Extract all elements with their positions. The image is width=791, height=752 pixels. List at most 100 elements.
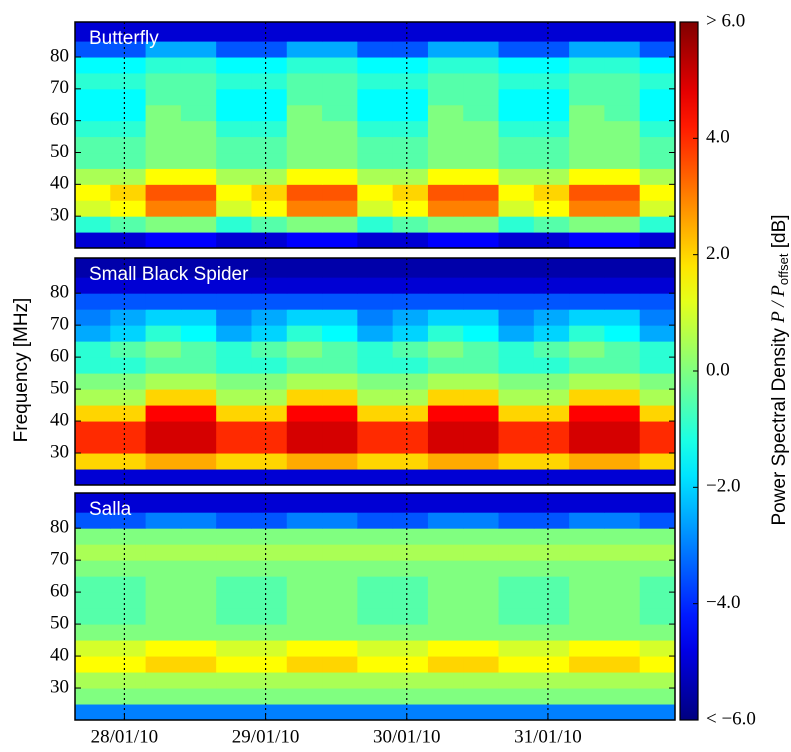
heatmap-cell xyxy=(322,528,358,545)
heatmap-cell xyxy=(392,184,429,201)
plot-frame xyxy=(74,21,676,249)
heatmap-cell xyxy=(639,309,676,326)
heatmap-cell xyxy=(569,152,605,169)
heatmap-cell xyxy=(75,325,111,342)
heatmap-cell xyxy=(463,309,500,326)
y-tick-label: 40 xyxy=(50,173,69,194)
heatmap-cell xyxy=(427,576,464,593)
heatmap-cell xyxy=(357,528,394,545)
heatmap-cell xyxy=(251,258,288,278)
heatmap-cell xyxy=(251,576,288,593)
heatmap-cell xyxy=(322,341,358,358)
heatmap-cell xyxy=(533,592,570,609)
heatmap-cell xyxy=(463,405,500,422)
heatmap-cell xyxy=(286,493,323,513)
heatmap-cell xyxy=(322,200,358,217)
heatmap-cell xyxy=(357,200,394,217)
heatmap-cell xyxy=(357,341,394,358)
heatmap-cell xyxy=(145,624,182,641)
heatmap-cell xyxy=(604,136,641,154)
heatmap-cell xyxy=(286,325,323,342)
heatmap-cell xyxy=(322,104,358,122)
x-tick-label: 29/01/10 xyxy=(232,726,300,747)
heatmap-cell xyxy=(180,325,217,342)
heatmap-cell xyxy=(286,592,323,609)
heatmap-cell xyxy=(110,152,147,169)
heatmap-cell xyxy=(463,357,500,374)
heatmap-cell xyxy=(639,421,676,438)
heatmap-cell xyxy=(145,592,182,609)
heatmap-cell xyxy=(498,216,535,233)
heatmap-cell xyxy=(180,373,217,390)
heatmap-cell xyxy=(639,405,676,422)
heatmap-cell xyxy=(533,373,570,390)
heatmap-cell xyxy=(145,72,182,90)
heatmap-cell xyxy=(392,104,429,122)
heatmap-cell xyxy=(533,325,570,342)
heatmap-cell xyxy=(427,325,464,342)
heatmap-cell xyxy=(216,216,252,233)
heatmap-cell xyxy=(533,640,570,657)
heatmap-cell xyxy=(75,184,111,201)
heatmap-cell xyxy=(286,405,323,422)
heatmap-cell xyxy=(216,22,252,42)
heatmap-cell xyxy=(639,624,676,641)
heatmap-cell xyxy=(498,373,535,390)
heatmap-cell xyxy=(427,168,464,185)
heatmap-cell xyxy=(322,405,358,422)
heatmap-cell xyxy=(357,576,394,593)
heatmap-cell xyxy=(427,453,464,470)
heatmap-cell xyxy=(392,688,429,705)
heatmap-cell xyxy=(216,309,252,326)
heatmap-cell xyxy=(110,608,147,625)
heatmap-cell xyxy=(322,72,358,90)
heatmap-cell xyxy=(145,389,182,406)
heatmap-cell xyxy=(286,293,323,310)
heatmap-cell xyxy=(286,41,323,58)
heatmap-cell xyxy=(427,184,464,201)
heatmap-cell xyxy=(286,216,323,233)
heatmap-cell xyxy=(569,493,605,513)
heatmap-cell xyxy=(110,136,147,154)
heatmap-cell xyxy=(498,704,535,721)
heatmap-cell xyxy=(286,22,323,42)
heatmap-cell xyxy=(357,512,394,529)
heatmap-cell xyxy=(110,184,147,201)
heatmap-cell xyxy=(75,389,111,406)
heatmap-cell xyxy=(569,437,605,454)
y-tick-label: 60 xyxy=(50,345,69,366)
heatmap-cell xyxy=(357,656,394,673)
heatmap-cell xyxy=(392,293,429,310)
heatmap-cell xyxy=(251,325,288,342)
heatmap-cell xyxy=(463,624,500,641)
heatmap-cell xyxy=(251,72,288,90)
heatmap-cell xyxy=(216,373,252,390)
heatmap-cell xyxy=(145,576,182,593)
heatmap-cell xyxy=(180,512,217,529)
heatmap-cell xyxy=(251,624,288,641)
heatmap-cell xyxy=(322,184,358,201)
heatmap-cell xyxy=(110,341,147,358)
heatmap-cell xyxy=(145,216,182,233)
heatmap-cell xyxy=(216,453,252,470)
heatmap-cell xyxy=(251,688,288,705)
heatmap-cell xyxy=(463,184,500,201)
heatmap-cell xyxy=(498,469,535,486)
heatmap-cell xyxy=(639,469,676,486)
heatmap-cell xyxy=(286,512,323,529)
heatmap-cell xyxy=(639,293,676,310)
heatmap-cell xyxy=(357,389,394,406)
heatmap-cell xyxy=(180,624,217,641)
heatmap-cell xyxy=(569,258,605,278)
heatmap-cell xyxy=(286,656,323,673)
heatmap-cell xyxy=(251,293,288,310)
heatmap-cell xyxy=(110,624,147,641)
heatmap-cell xyxy=(180,528,217,545)
heatmap-cell xyxy=(180,258,217,278)
heatmap-cell xyxy=(392,232,429,249)
heatmap-cell xyxy=(322,357,358,374)
heatmap-cell xyxy=(639,200,676,217)
heatmap-cell xyxy=(75,136,111,154)
heatmap-cell xyxy=(110,88,147,106)
